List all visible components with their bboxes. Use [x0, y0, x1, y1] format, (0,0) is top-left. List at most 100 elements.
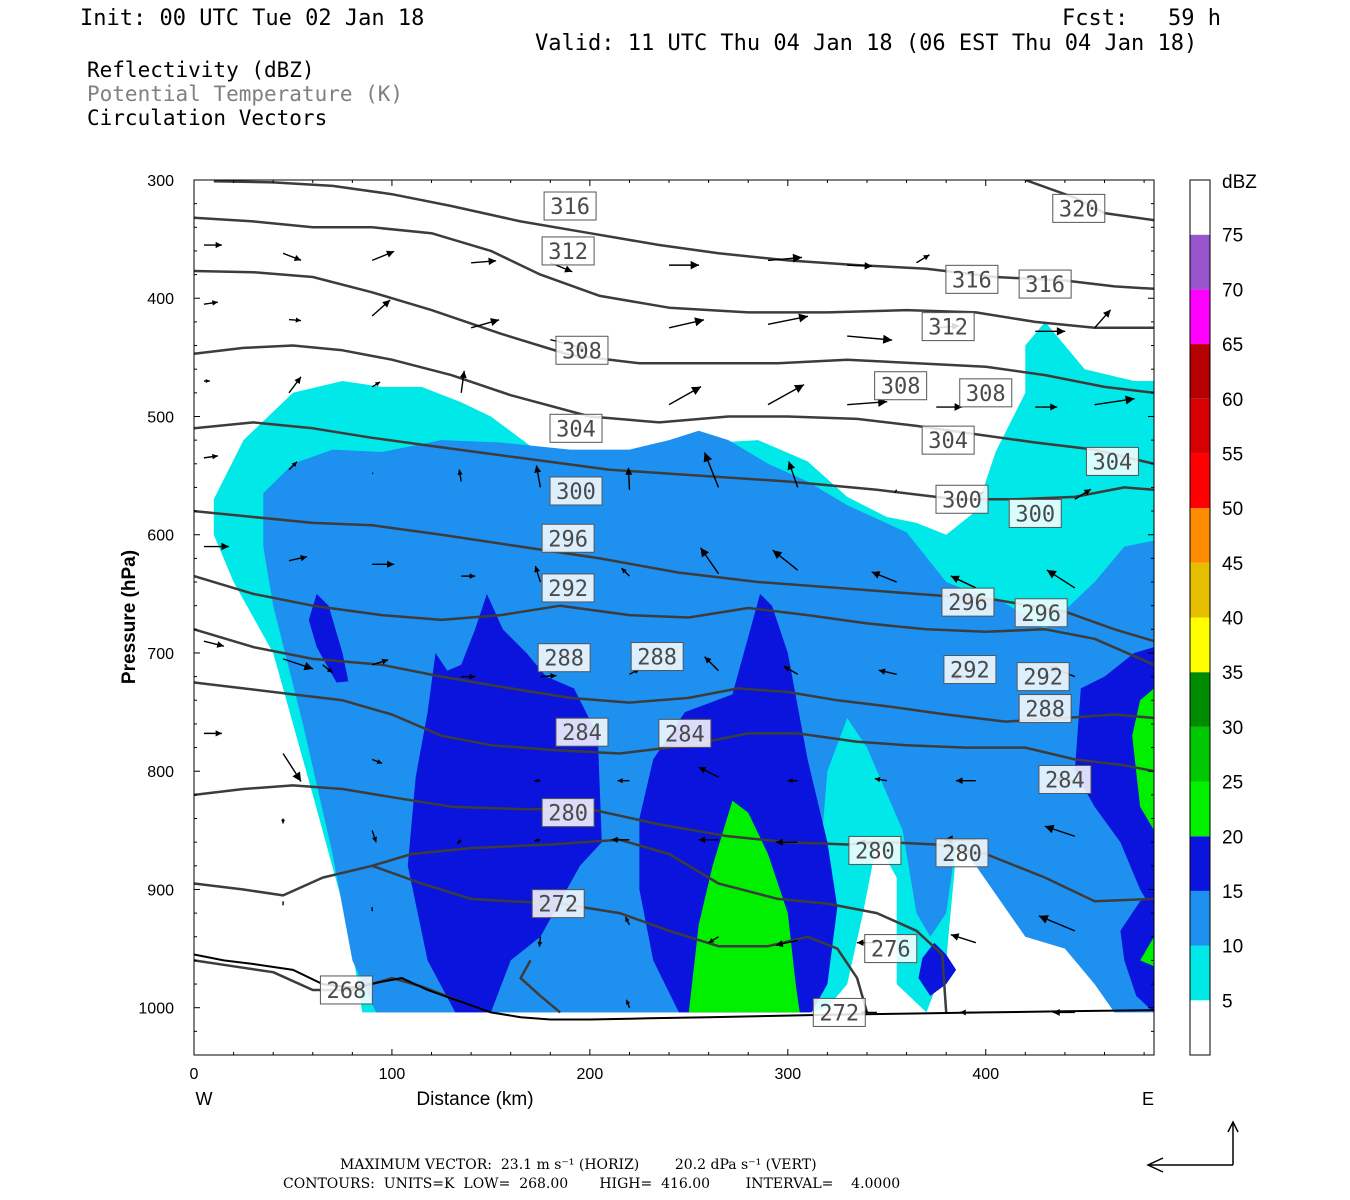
circulation-vector [878, 668, 897, 675]
reflectivity-region-15dbz [1120, 895, 1154, 1013]
contour-label: 284 [658, 718, 712, 748]
circulation-vector [1035, 403, 1058, 411]
x-axis-west-label: W [196, 1089, 213, 1109]
circulation-vector [772, 549, 799, 571]
svg-text:320: 320 [1059, 197, 1099, 222]
contour-label: 292 [943, 655, 997, 685]
theta-contour-292 [194, 574, 1154, 666]
svg-text:284: 284 [562, 721, 602, 746]
svg-text:296: 296 [948, 591, 988, 616]
circulation-vector [203, 640, 225, 648]
svg-text:296: 296 [548, 527, 588, 552]
circulation-vector [767, 313, 809, 325]
reference-vector-arrow [1146, 1120, 1239, 1173]
circulation-vector [704, 656, 720, 672]
x-axis-label: Distance (km) [416, 1089, 533, 1110]
colorbar-tick-label: 60 [1222, 390, 1243, 411]
y-axis-label: Pressure (hPa) [119, 550, 140, 684]
contour-label: 296 [541, 523, 595, 553]
colorbar-swatch [1190, 453, 1210, 509]
reflectivity-region-15dbz [918, 942, 957, 996]
circulation-vector [698, 766, 719, 778]
circulation-vector [288, 461, 298, 471]
colorbar-swatch [1190, 781, 1210, 837]
x-tick-label: 300 [774, 1066, 801, 1083]
y-tick-label: 300 [147, 173, 174, 190]
circulation-vector [699, 547, 720, 575]
circulation-vector [203, 378, 210, 384]
svg-text:308: 308 [562, 339, 602, 364]
circulation-vector [461, 673, 476, 680]
colorbar-swatch [1190, 617, 1210, 673]
y-tick-label: 700 [147, 646, 174, 663]
circulation-vector [1052, 1008, 1075, 1016]
reflectivity-region-20dbz [1132, 688, 1154, 831]
x-tick-label: 100 [379, 1066, 406, 1083]
circulation-vector [203, 300, 218, 306]
svg-text:300: 300 [1015, 502, 1055, 527]
contour-label: 316 [1018, 269, 1072, 299]
circulation-vector [698, 836, 719, 844]
svg-text:292: 292 [1023, 666, 1063, 691]
circulation-vector [371, 658, 389, 666]
circulation-vector [775, 838, 798, 846]
svg-text:280: 280 [548, 802, 588, 827]
x-tick-label: 0 [190, 1066, 199, 1083]
contour-label: 316 [945, 264, 999, 294]
circulation-vector [203, 241, 222, 249]
reflectivity-region-15dbz [1074, 647, 1154, 914]
circulation-vector [625, 999, 631, 1008]
circulation-vector [668, 386, 702, 406]
circulation-vector [950, 933, 977, 944]
circulation-vector [1046, 569, 1076, 589]
svg-text:276: 276 [871, 938, 911, 963]
circulation-vector [668, 317, 705, 329]
contour-label: 292 [541, 573, 595, 603]
y-tick-label: 400 [147, 291, 174, 308]
svg-text:308: 308 [966, 382, 1006, 407]
theta-contour-288 [194, 628, 1154, 723]
contour-label: 272 [531, 889, 585, 919]
circulation-vector [624, 916, 631, 926]
colorbar-swatch [1190, 398, 1210, 454]
circulation-vector [534, 565, 542, 583]
circulation-vector [470, 318, 500, 329]
colorbar-tick-label: 10 [1222, 937, 1243, 958]
colorbar-tick-label: 70 [1222, 280, 1243, 301]
svg-text:312: 312 [548, 240, 588, 265]
theta-contour-304 [194, 344, 1154, 466]
forecast-hour: Fcst: 59 h [1062, 6, 1221, 31]
theta-contour-276 [371, 838, 948, 1013]
contour-label: 304 [549, 413, 603, 443]
colorbar-tick-label: 40 [1222, 609, 1243, 630]
circulation-vector [611, 836, 630, 843]
contour-label: 320 [1052, 193, 1106, 223]
svg-text:312: 312 [928, 316, 968, 341]
svg-text:280: 280 [942, 842, 982, 867]
contour-label: 312 [541, 236, 595, 266]
circulation-vector [1094, 309, 1112, 329]
terrain-surface-line [194, 953, 1154, 1021]
contour-label: 304 [1085, 446, 1139, 476]
contour-label: 276 [864, 934, 918, 964]
reflectivity-region-20dbz [1140, 936, 1154, 967]
circulation-vector [471, 257, 497, 266]
reflectivity-region-15dbz [639, 593, 838, 1013]
circulation-vector [540, 673, 557, 679]
colorbar-tick-label: 50 [1222, 499, 1243, 520]
circulation-vector [281, 818, 286, 824]
circulation-vector [617, 778, 630, 784]
circulation-vector [767, 253, 803, 263]
contour-label: 300 [1008, 498, 1062, 528]
x-axis-east-label: E [1142, 1089, 1154, 1109]
theta-contour-316 [213, 180, 1154, 291]
circulation-vector [787, 461, 799, 488]
contour-label: 288 [630, 642, 684, 672]
svg-text:304: 304 [1093, 450, 1133, 475]
circulation-vector [203, 542, 229, 551]
svg-text:288: 288 [544, 647, 584, 672]
svg-text:280: 280 [855, 839, 895, 864]
contour-label: 308 [959, 378, 1013, 408]
contour-label: 304 [921, 425, 975, 455]
colorbar-tick-label: 20 [1222, 827, 1243, 848]
